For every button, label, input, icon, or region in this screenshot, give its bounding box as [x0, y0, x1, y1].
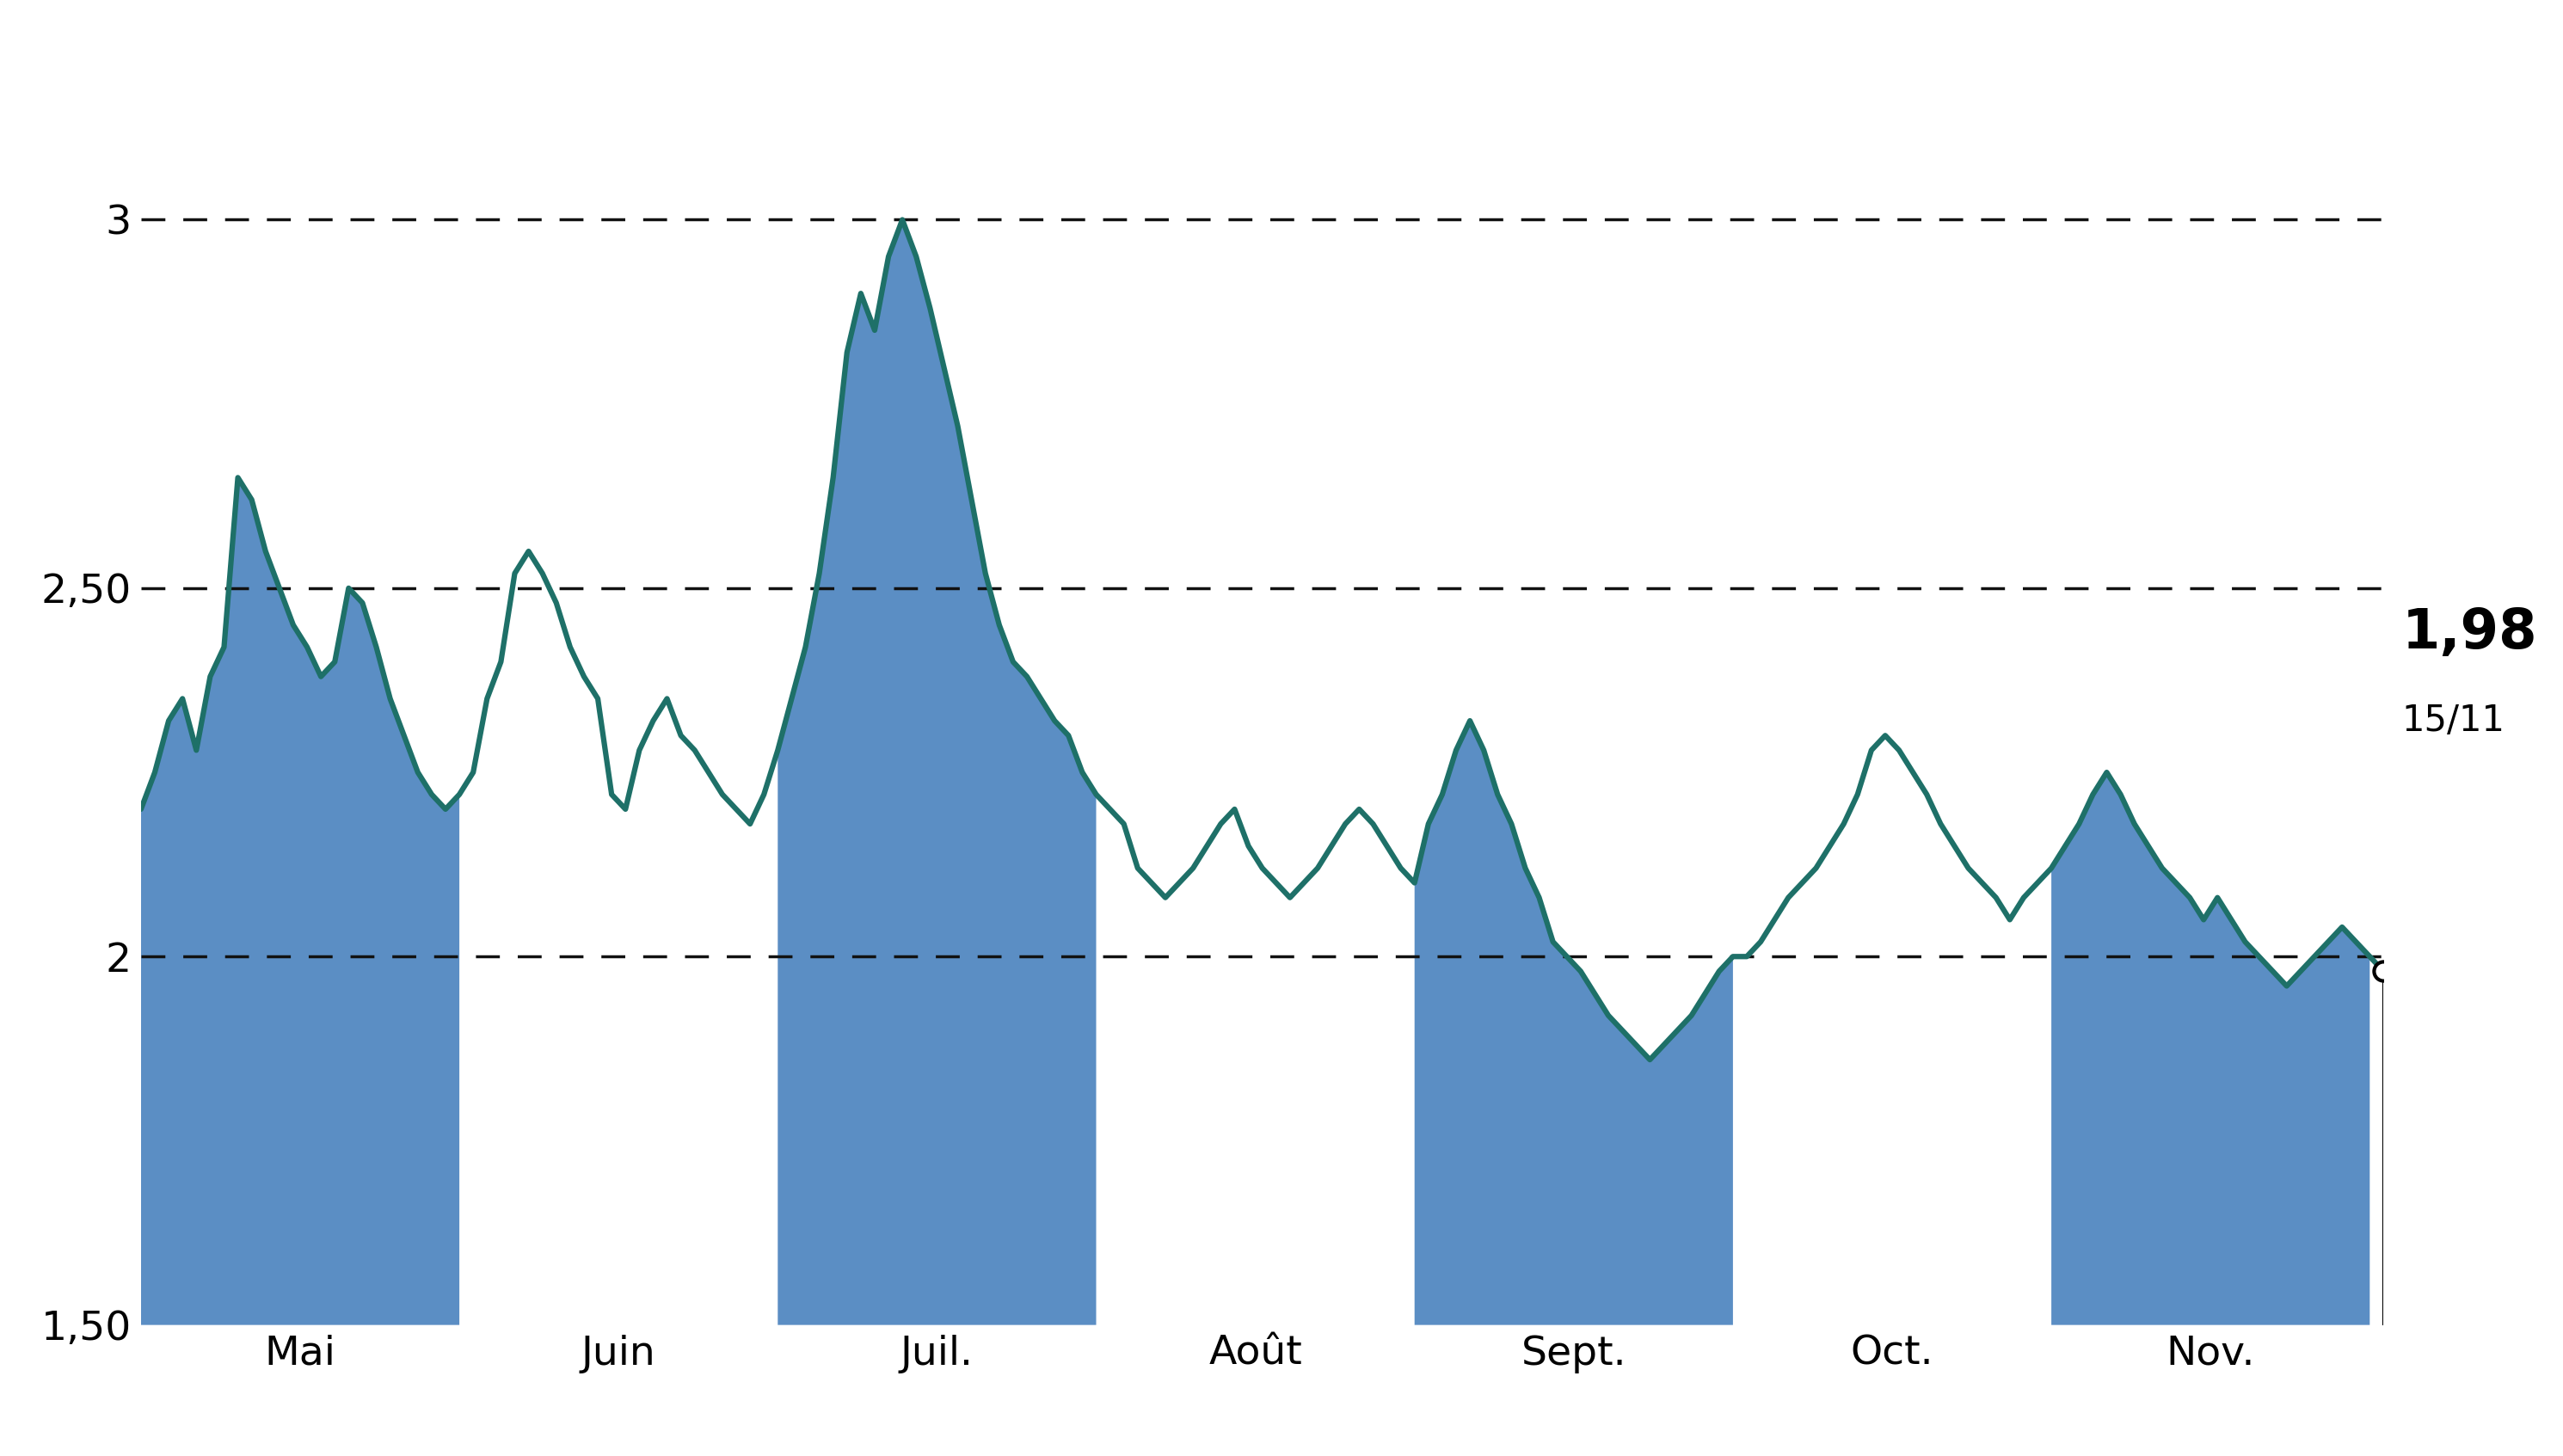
Text: 1,98: 1,98	[2402, 607, 2537, 660]
Text: 15/11: 15/11	[2402, 703, 2504, 738]
Text: NFL BIOSCIENCES: NFL BIOSCIENCES	[805, 35, 1758, 128]
